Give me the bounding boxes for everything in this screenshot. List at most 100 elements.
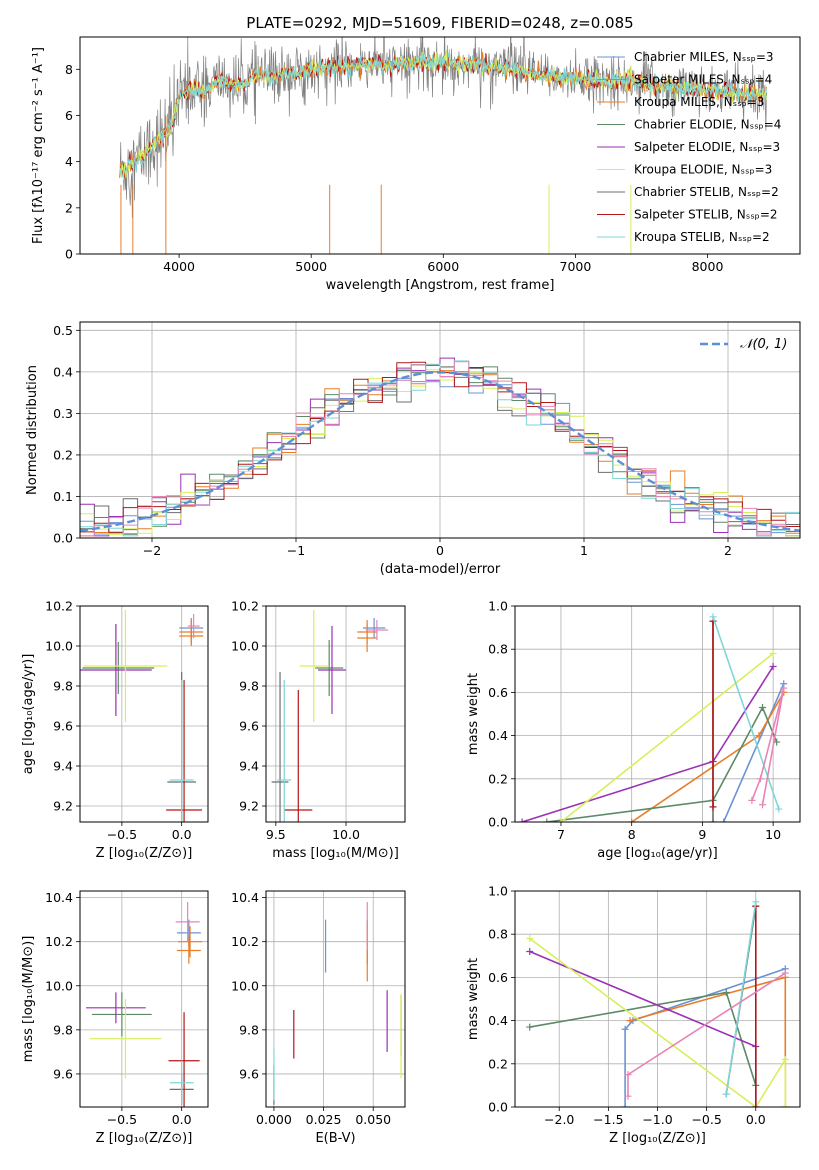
mass-weight-marker (518, 818, 526, 822)
x-axis-label: E(B-V) (315, 1131, 355, 1146)
x-tick-label: −1 (287, 543, 305, 558)
plot-area (119, 37, 768, 254)
legend-entry: 𝒩(0, 1) (740, 337, 787, 352)
plot-background (80, 891, 208, 1107)
mass-weight-marker (781, 1103, 789, 1107)
mass-weight-marker (720, 818, 728, 822)
x-axis-label: Z [log₁₀(Z/Z⊙)] (96, 846, 193, 861)
plot-background (515, 606, 800, 822)
y-tick-label: 2 (65, 200, 73, 215)
plot-area (518, 613, 788, 822)
y-tick-label: 10.2 (45, 934, 73, 949)
model-spectrum-line (119, 49, 767, 179)
y-tick-label: 0.0 (488, 1100, 508, 1115)
mass-weight-marker (557, 818, 565, 822)
y-tick-label: 9.2 (239, 799, 259, 814)
y-tick-label: 9.8 (239, 1022, 259, 1037)
x-tick-label: 10.0 (332, 827, 360, 842)
x-tick-label: 7000 (560, 259, 592, 274)
legend-entry: Salpeter MILES, Nₛₛₚ=4 (634, 73, 772, 87)
plot-area (526, 898, 789, 1107)
y-axis-label: age [log₁₀(age/yr)] (21, 654, 36, 775)
mass-weight-marker (781, 969, 789, 977)
residual-histogram-chart: −2 −1 0 1 2 0.0 0.1 0.2 0.3 0.4 0.5 (data-model)/er… (25, 321, 801, 577)
plot-background (266, 606, 405, 822)
x-tick-label: 10 (765, 827, 781, 842)
legend-entry: Chabrier ELODIE, Nₛₛₚ=4 (634, 118, 781, 132)
x-tick-label: 0.0 (746, 1112, 766, 1127)
y-tick-label: 9.6 (239, 719, 259, 734)
mass-weight-marker (722, 1090, 730, 1098)
y-tick-label: 0.4 (488, 728, 508, 743)
y-tick-label: 9.8 (239, 679, 259, 694)
y-tick-label: 10.0 (231, 639, 259, 654)
y-tick-label: 0.5 (53, 323, 73, 338)
legend-entry: Kroupa ELODIE, Nₛₛₚ=3 (634, 163, 772, 177)
x-tick-label: 9 (698, 827, 706, 842)
mass-weight-marker (624, 1071, 632, 1079)
x-tick-label: −1.0 (642, 1112, 672, 1127)
mass-weight-line (546, 705, 778, 822)
mass-weight-marker (709, 818, 717, 822)
y-tick-label: 9.2 (53, 799, 73, 814)
mass-weight-marker (709, 803, 717, 811)
mass-weight-marker (748, 796, 756, 804)
normal-distribution-curve (80, 371, 800, 532)
mass-weight-marker (781, 1055, 789, 1063)
x-tick-label: 9.5 (266, 827, 286, 842)
x-axis-label: mass [log₁₀(M/M⊙)] (272, 846, 399, 861)
mass-weight-marker (709, 613, 717, 621)
plot-border (514, 890, 801, 1108)
mass-vs-reddening-chart: 0.000 0.025 0.050 9.6 9.8 10.0 10.2 10.4 E(B-V) (231, 890, 406, 1146)
x-tick-label: 8 (628, 827, 636, 842)
plot-background (80, 606, 208, 822)
plot-border (514, 605, 801, 823)
mass-weight-marker (621, 1103, 629, 1107)
y-tick-label: 0.3 (53, 406, 73, 421)
y-tick-label: 9.8 (53, 1022, 73, 1037)
x-axis-label: Z [log₁₀(Z/Z⊙)] (96, 1131, 193, 1146)
mass-weight-marker (769, 662, 777, 670)
x-tick-label: 5000 (295, 259, 327, 274)
legend-entry: Salpeter ELODIE, Nₛₛₚ=3 (634, 140, 780, 154)
mass-weight-line (722, 683, 785, 822)
x-tick-label: 0.000 (256, 1112, 292, 1127)
mass-weight-marker (780, 684, 788, 692)
y-tick-label: 6 (65, 108, 73, 123)
y-tick-label: 9.6 (53, 719, 73, 734)
mass-weight-marker (526, 935, 534, 943)
legend-entry: Salpeter STELIB, Nₛₛₚ=2 (634, 208, 778, 222)
mass-weight-vs-metallicity-chart: −2.0 −1.5 −1.0 −0.5 0.0 0.0 0.2 0.4 0.6 0.8 1.0 Z [… (466, 884, 801, 1146)
observed-spectrum-line (119, 37, 768, 218)
plot-area (271, 610, 389, 822)
y-axis-label: mass [log₁₀(M/M⊙)] (21, 936, 36, 1063)
y-tick-label: 10.2 (231, 599, 259, 614)
mass-weight-marker (621, 1025, 629, 1033)
y-tick-label: 10.4 (45, 890, 73, 905)
mass-weight-marker (526, 947, 534, 955)
mass-weight-line (529, 937, 787, 1107)
age-vs-mass-chart: 9.5 10.0 9.2 9.4 9.6 9.8 10.0 10.2 mass [log₁₀(M… (231, 599, 406, 861)
y-tick-label: 0.8 (488, 927, 508, 942)
mass-weight-line (560, 652, 774, 822)
x-tick-label: 1 (580, 543, 588, 558)
y-tick-label: 0.4 (53, 364, 73, 379)
y-axis-label: mass weight (466, 958, 481, 1040)
mass-weight-marker (752, 898, 760, 906)
figure-title: PLATE=0292, MJD=51609, FIBERID=0248, z=0… (246, 14, 633, 32)
x-tick-label: 0.025 (306, 1112, 342, 1127)
x-axis-label: (data-model)/error (380, 562, 501, 577)
y-tick-label: 0.1 (53, 489, 73, 504)
x-tick-label: 7 (557, 827, 565, 842)
x-tick-label: 8000 (692, 259, 724, 274)
x-tick-label: 0.0 (172, 1112, 192, 1127)
legend-entry: Chabrier STELIB, Nₛₛₚ=2 (634, 185, 779, 199)
y-tick-label: 0 (65, 247, 73, 262)
y-tick-label: 0.8 (488, 642, 508, 657)
mass-weight-marker (624, 1092, 632, 1100)
plot-background (266, 891, 405, 1107)
y-tick-label: 0.2 (53, 447, 73, 462)
x-tick-label: 0 (436, 543, 444, 558)
plot-border (79, 321, 801, 539)
x-tick-label: −2.0 (544, 1112, 574, 1127)
